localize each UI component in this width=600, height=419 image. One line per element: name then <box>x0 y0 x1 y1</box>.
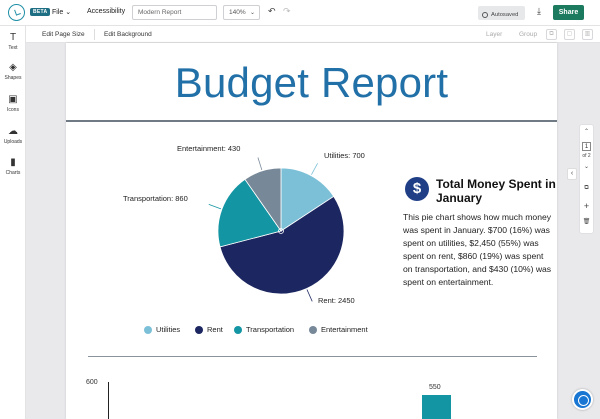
help-icon[interactable] <box>572 389 593 410</box>
autosaved-label: Autosaved <box>491 11 519 18</box>
info-heading[interactable]: Total Money Spent in January <box>436 177 556 205</box>
legend-item-transportation: Transportation <box>234 325 294 334</box>
trash-icon[interactable]: 🗑 <box>582 219 591 225</box>
top-toolbar: BETA File ⌄ Accessibility 140% ⌄ ↶ ↷ Aut… <box>0 0 600 26</box>
beta-badge: BETA <box>30 8 51 16</box>
info-paragraph[interactable]: This pie chart shows how much money was … <box>403 212 552 287</box>
chevron-down-icon: ⌄ <box>65 9 72 16</box>
add-page-icon[interactable]: + <box>583 201 590 211</box>
bar-chart-y-axis <box>108 382 109 419</box>
lock-icon[interactable]: ▢ <box>564 29 575 40</box>
pie-slice-entertainment[interactable] <box>244 167 282 233</box>
layer-button[interactable]: Layer <box>486 31 503 38</box>
legend-label: Utilities <box>156 325 181 334</box>
divider <box>66 120 557 122</box>
chevron-down-icon[interactable]: ⌄ <box>583 164 590 170</box>
copy-style-icon[interactable]: ⧉ <box>546 29 557 40</box>
legend-item-entertainment: Entertainment <box>309 325 368 334</box>
legend-swatch <box>234 325 242 334</box>
sidebar-item-uploads[interactable]: ☁ Uploads <box>0 126 26 145</box>
divider <box>94 29 95 40</box>
group-button[interactable]: Group <box>519 31 538 38</box>
pie-slice-utilities[interactable] <box>280 167 335 232</box>
pie-leader-line <box>257 157 263 171</box>
zoom-value: 140% <box>229 9 246 16</box>
chevron-down-icon: ⌄ <box>249 10 255 16</box>
zoom-select[interactable]: 140% ⌄ <box>223 5 260 20</box>
page-number-input[interactable]: 1 <box>582 142 591 151</box>
sidebar-item-charts[interactable]: ▮ Charts <box>0 157 26 176</box>
accessibility-menu[interactable]: Accessibility <box>87 8 126 15</box>
bar-chart-icon: ▮ <box>10 157 16 168</box>
sidebar-item-label: Text <box>8 45 18 51</box>
delete-icon[interactable]: ▥ <box>582 29 593 40</box>
sidebar-item-label: Icons <box>7 107 19 113</box>
app-logo-icon[interactable] <box>8 4 25 21</box>
sidebar-item-label: Charts <box>5 170 21 176</box>
pie-label-rent: Rent: 2450 <box>318 296 355 305</box>
briefcase-icon: ▣ <box>8 94 18 105</box>
text-icon: T <box>9 32 17 43</box>
sidebar-item-shapes[interactable]: ◈ Shapes <box>0 62 26 81</box>
pie-label-utilities: Utilities: 700 <box>324 151 365 160</box>
undo-icon[interactable]: ↶ <box>268 6 276 16</box>
legend-item-rent: Rent <box>195 325 223 334</box>
pie-slice-transportation[interactable] <box>217 178 282 248</box>
sidebar-item-label: Uploads <box>3 139 23 145</box>
sidebar-item-text[interactable]: T Text <box>0 32 26 51</box>
legend-label: Rent <box>207 325 223 334</box>
pie-leader-line <box>208 203 222 210</box>
collapse-panel-button[interactable]: ‹ <box>567 168 577 180</box>
file-menu[interactable]: File ⌄ <box>52 8 71 16</box>
left-sidebar: T Text ◈ Shapes ▣ Icons ☁ Uploads ▮ Char… <box>0 26 26 419</box>
legend-swatch <box>195 325 203 334</box>
pie-chart[interactable] <box>126 142 346 312</box>
autosaved-status: Autosaved <box>478 6 525 20</box>
sidebar-item-icons[interactable]: ▣ Icons <box>0 94 26 113</box>
edit-page-size-button[interactable]: Edit Page Size <box>42 31 85 38</box>
file-menu-label: File <box>52 9 64 16</box>
legend-swatch <box>144 325 152 334</box>
page-count: of 2 <box>582 153 591 159</box>
page-navigation-panel: ⌃ 1 of 2 ⌄ ⧉ + 🗑 <box>579 124 594 234</box>
legend-item-utilities: Utilities <box>144 325 180 334</box>
shapes-icon: ◈ <box>9 62 17 73</box>
bar-chart-ytick: 600 <box>86 379 98 386</box>
upload-cloud-icon: ☁ <box>8 126 18 137</box>
redo-icon[interactable]: ↷ <box>283 6 291 16</box>
edit-background-button[interactable]: Edit Background <box>104 31 152 38</box>
download-icon[interactable]: ⤓ <box>537 6 541 16</box>
chevron-up-icon[interactable]: ⌃ <box>583 129 590 135</box>
pie-leader-line <box>306 289 313 302</box>
legend-label: Entertainment <box>321 325 368 334</box>
pie-label-transportation: Transportation: 860 <box>123 194 188 203</box>
divider <box>88 356 537 357</box>
bar-data-label: 550 <box>429 384 441 391</box>
clock-icon <box>482 11 488 18</box>
dollar-icon: $ <box>405 177 429 201</box>
legend-swatch <box>309 325 317 334</box>
context-toolbar: Edit Page Size Edit Background Layer Gro… <box>26 26 600 43</box>
duplicate-page-icon[interactable]: ⧉ <box>584 185 589 191</box>
move-handle-icon[interactable] <box>278 228 284 234</box>
share-button[interactable]: Share <box>553 5 584 20</box>
bar[interactable] <box>422 395 451 419</box>
pie-slice-rent[interactable] <box>219 195 345 295</box>
pie-label-entertainment: Entertainment: 430 <box>177 144 241 153</box>
legend-label: Transportation <box>246 325 295 334</box>
document-title-input[interactable] <box>132 5 217 20</box>
sidebar-item-label: Shapes <box>4 75 22 81</box>
pie-leader-line <box>311 163 318 175</box>
report-page[interactable]: Budget Report Entertainment: 430 Utiliti… <box>66 43 557 419</box>
page-title[interactable]: Budget Report <box>174 59 449 106</box>
